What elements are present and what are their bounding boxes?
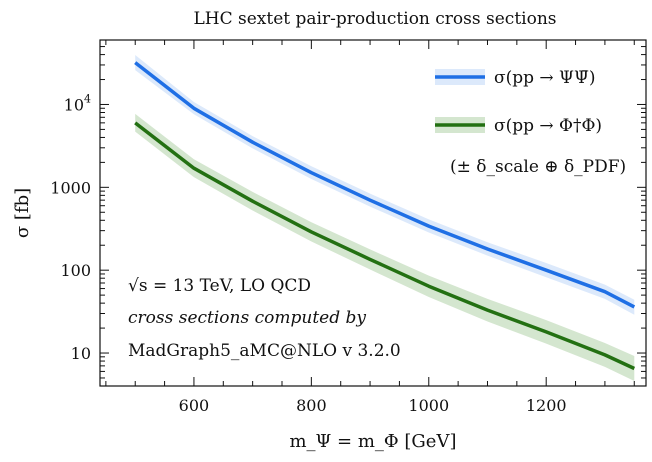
annotation-block: √s = 13 TeV, LO QCD cross sections compu…	[128, 276, 401, 361]
x-tick-label: 600	[179, 396, 210, 415]
series-line-1	[134, 121, 636, 371]
axis-ticks	[100, 39, 646, 387]
x-tick-label: 1200	[526, 396, 567, 415]
legend-note: (± δ_scale ⊕ δ_PDF)	[450, 157, 626, 177]
uncertainty-bands	[135, 55, 635, 382]
x-tick-label: 1000	[408, 396, 449, 415]
annotation-computed-by: cross sections computed by	[128, 308, 366, 328]
x-axis-label: m_Ψ = m_Φ [GeV]	[289, 431, 456, 452]
y-tick-label: 100	[60, 261, 91, 280]
y-axis-label: σ [fb]	[12, 188, 33, 238]
uncertainty-band-series-1	[135, 113, 635, 382]
uncertainty-band-series-0	[135, 55, 635, 315]
legend: σ(pp → ΨΨ̄) σ(pp → Φ†Φ) (± δ_scale ⊕ δ_P…	[435, 68, 626, 177]
annotation-generator: MadGraph5_aMC@NLO v 3.2.0	[128, 341, 401, 361]
x-tick-label: 800	[296, 396, 327, 415]
y-tick-label: 10	[71, 344, 91, 363]
y-tick-label: 1000	[50, 178, 91, 197]
plot-frame	[99, 39, 647, 387]
legend-entry-phi: σ(pp → Φ†Φ)	[494, 116, 602, 136]
chart-title: LHC sextet pair-production cross section…	[193, 9, 556, 29]
annotation-energy: √s = 13 TeV, LO QCD	[128, 276, 311, 296]
y-tick-label: 104	[64, 92, 91, 114]
axis-tick-labels: 600 800 1000 1200 10 100 1000 104	[50, 92, 566, 415]
series-line-0	[134, 61, 636, 309]
series-lines	[134, 61, 636, 371]
legend-entry-psi: σ(pp → ΨΨ̄)	[494, 68, 596, 88]
